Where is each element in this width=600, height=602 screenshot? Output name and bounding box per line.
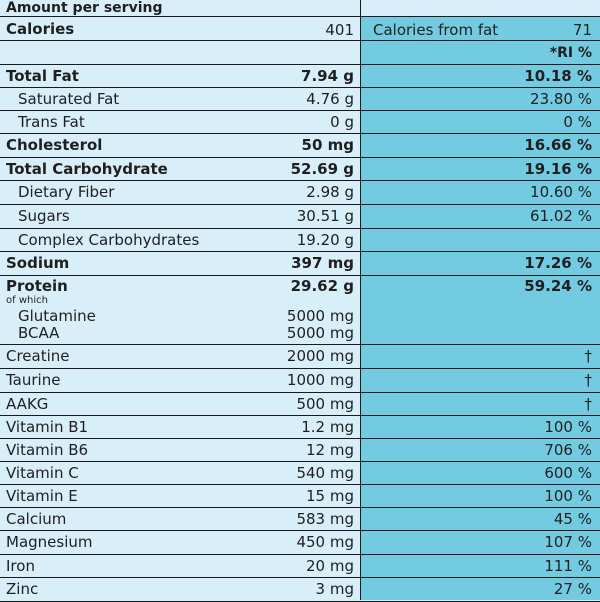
nutrient-row: Vitamin B1 1.2 mg 100 % [0,416,600,439]
bcaa-amount: 5000 mg [286,324,354,342]
protein-amount: 29.62 g [290,277,354,295]
nutrient-row: Saturated Fat 4.76 g 23.80 % [0,88,600,111]
nutrient-amount: 540 mg [296,464,354,482]
nutrient-label: Vitamin B1 [6,418,89,436]
nutrient-label: Iron [6,557,35,575]
nutrient-ri-percent: † [584,395,593,413]
nutrient-amount: 3 mg [315,580,354,598]
nutrient-ri-percent: 45 % [553,510,592,528]
ri-header: *RI % [549,45,592,61]
nutrient-label: Zinc [6,580,39,598]
nutrient-amount: 2.98 g [306,183,354,201]
nutrient-amount: 4.76 g [306,90,354,108]
nutrient-ri-percent: 61.02 % [530,207,592,225]
nutrient-row: Calcium 583 mg 45 % [0,508,600,531]
nutrient-amount: 1.2 mg [301,418,354,436]
calories-from-fat-label: Calories from fat [373,21,499,39]
glutamine-amount: 5000 mg [286,307,354,325]
nutrient-ri-percent: 27 % [553,580,592,598]
nutrient-label: Dietary Fiber [18,183,115,201]
nutrient-ri-percent: 10.60 % [530,183,592,201]
glutamine-label: Glutamine [18,307,96,325]
nutrient-row: Complex Carbohydrates 19.20 g [0,229,600,252]
nutrient-amount: 20 mg [306,557,354,575]
nutrient-amount: 15 mg [306,487,354,505]
nutrient-row: Cholesterol 50 mg 16.66 % [0,134,600,158]
nutrient-amount: 12 mg [306,441,354,459]
nutrient-ri-percent: 100 % [544,418,592,436]
nutrient-amount: 50 mg [301,136,354,154]
nutrient-row: Trans Fat 0 g 0 % [0,111,600,134]
nutrient-ri-percent: 107 % [544,533,592,551]
nutrient-amount: 0 g [330,113,354,131]
nutrient-row: Iron 20 mg 111 % [0,555,600,578]
nutrient-label: Taurine [6,371,61,389]
nutrient-label: Vitamin E [6,487,78,505]
nutrient-label: Complex Carbohydrates [18,231,200,249]
nutrient-row: Vitamin B6 12 mg 706 % [0,439,600,462]
nutrient-ri-percent: 16.66 % [524,136,592,154]
nutrient-amount: 1000 mg [286,371,354,389]
nutrient-ri-percent: 600 % [544,464,592,482]
nutrient-row: Sodium 397 mg 17.26 % [0,252,600,276]
ri-header-row: *RI % [0,41,600,65]
nutrient-row: Vitamin E 15 mg 100 % [0,485,600,508]
nutrient-row: Creatine 2000 mg † [0,345,600,369]
nutrient-row: Sugars 30.51 g 61.02 % [0,205,600,229]
nutrient-label: AAKG [6,395,49,413]
nutrient-ri-percent: 706 % [544,441,592,459]
nutrient-amount: 500 mg [296,395,354,413]
nutrient-label: Magnesium [6,533,93,551]
nutrient-row: Magnesium 450 mg 107 % [0,531,600,555]
nutrient-amount: 397 mg [291,254,354,272]
calories-from-fat-value: 71 [572,21,592,39]
nutrient-ri-percent: 17.26 % [524,254,592,272]
nutrient-label: Trans Fat [18,113,85,131]
nutrient-label: Saturated Fat [18,90,120,108]
calories-row: Calories 401 Calories from fat 71 [0,17,600,41]
nutrient-amount: 19.20 g [296,231,354,249]
protein-label: Protein [6,277,68,295]
nutrient-amount: 2000 mg [286,347,354,365]
nutrient-ri-percent: † [584,347,593,365]
calories-value: 401 [325,21,354,39]
nutrient-ri-percent: 111 % [544,557,592,575]
calories-label: Calories [6,20,75,38]
nutrient-row: Total Carbohydrate 52.69 g 19.16 % [0,158,600,181]
nutrient-label: Vitamin B6 [6,441,89,459]
protein-ri: 59.24 % [524,277,592,295]
nutrient-label: Total Fat [6,67,79,85]
nutrient-label: Cholesterol [6,136,103,154]
nutrient-amount: 7.94 g [301,67,354,85]
nutrient-row: AAKG 500 mg † [0,393,600,416]
nutrient-row: Zinc 3 mg 27 % [0,578,600,602]
nutrient-ri-percent: 10.18 % [524,67,592,85]
nutrient-label: Creatine [6,347,70,365]
nutrient-ri-percent: 100 % [544,487,592,505]
bcaa-label: BCAA [18,324,60,342]
nutrient-row: Vitamin C 540 mg 600 % [0,462,600,485]
nutrient-label: Vitamin C [6,464,79,482]
nutrient-label: Sugars [18,207,70,225]
nutrient-ri-percent: 23.80 % [530,90,592,108]
nutrient-row: Taurine 1000 mg † [0,369,600,393]
nutrient-label: Calcium [6,510,67,528]
nutrient-amount: 52.69 g [290,160,354,178]
column-divider [360,0,361,600]
nutrient-amount: 30.51 g [296,207,354,225]
nutrient-ri-percent: 19.16 % [524,160,592,178]
nutrient-amount: 583 mg [296,510,354,528]
nutrient-row: Total Fat 7.94 g 10.18 % [0,65,600,88]
nutrient-label: Sodium [6,254,70,272]
nutrient-ri-percent: 0 % [563,113,592,131]
amount-per-serving-heading: Amount per serving [6,0,163,16]
nutrient-amount: 450 mg [296,533,354,551]
header-row: Amount per serving [0,0,600,17]
of-which-label: of which [6,295,48,306]
nutrient-ri-percent: † [584,371,593,389]
nutrient-label: Total Carbohydrate [6,160,168,178]
protein-row: Protein 29.62 g 59.24 % of which Glutami… [0,276,600,345]
nutrient-row: Dietary Fiber 2.98 g 10.60 % [0,181,600,205]
